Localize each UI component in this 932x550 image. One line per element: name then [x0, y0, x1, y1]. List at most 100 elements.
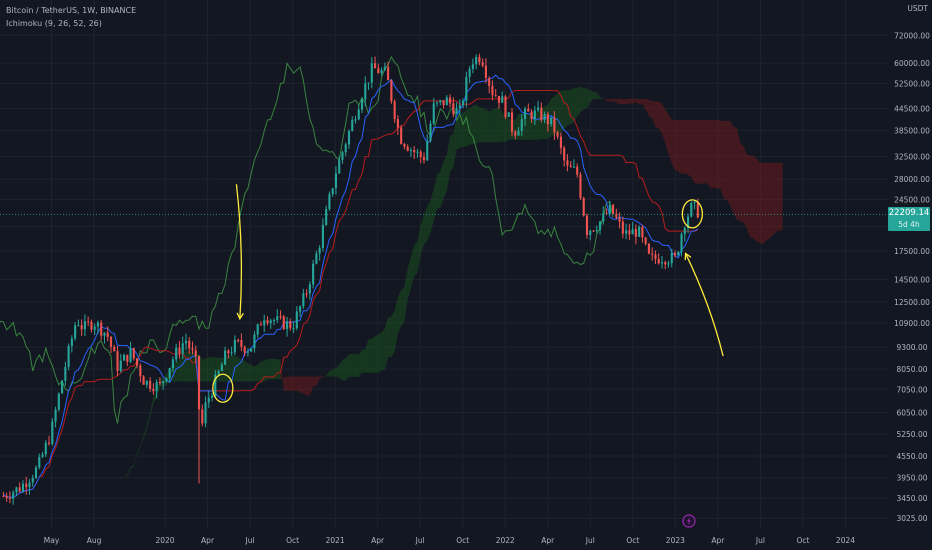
candle: [432, 98, 435, 126]
candle: [113, 344, 116, 352]
price-tick-label: 44500.00: [894, 105, 930, 114]
price-tick-label: 4550.00: [896, 452, 927, 461]
candle-body: [455, 107, 458, 114]
candle: [64, 361, 67, 386]
candle-body: [31, 477, 34, 483]
annotations: [212, 184, 724, 403]
candle-body: [390, 80, 393, 102]
cloud-segment: [707, 119, 711, 189]
candle-body: [220, 364, 223, 372]
up-arrow-head: [684, 252, 692, 261]
candle: [256, 323, 259, 338]
cloud-segment: [417, 225, 421, 274]
candle-body: [673, 252, 677, 256]
price-tick-label: 10900.00: [894, 319, 930, 328]
cloud-segment: [228, 354, 232, 382]
cloud-segment: [691, 119, 695, 183]
candle-body: [670, 252, 673, 264]
lagging-span-line: [0, 55, 614, 424]
ichimoku-cloud: [88, 86, 783, 498]
candle: [334, 166, 338, 195]
cloud-segment: [410, 245, 415, 289]
candle-body: [90, 321, 93, 330]
candle-body: [214, 375, 217, 396]
cloud-segment: [658, 101, 662, 134]
candle: [403, 142, 406, 150]
candle-body: [15, 487, 18, 493]
candle-body: [227, 350, 230, 354]
candle-body: [638, 226, 641, 237]
candle-body: [360, 99, 364, 110]
candle: [504, 94, 507, 120]
candle: [318, 245, 321, 261]
candle: [638, 224, 641, 238]
candle-body: [126, 354, 129, 362]
candle-body: [259, 324, 263, 326]
bar-countdown: 5d 4h: [898, 220, 920, 230]
candle: [295, 306, 298, 331]
candle-body: [370, 63, 373, 83]
candle: [445, 95, 448, 106]
candle: [621, 216, 624, 239]
candle-body: [507, 112, 510, 117]
candle: [96, 320, 100, 335]
cloud-segment: [776, 162, 780, 232]
cloud-segment: [375, 334, 379, 373]
cloud-segment: [746, 153, 750, 237]
cloud-segment: [463, 109, 467, 148]
candle-body: [491, 85, 494, 96]
candle-body: [510, 112, 514, 132]
cloud-segment: [348, 354, 353, 377]
candle-body: [237, 339, 240, 341]
candle: [233, 335, 236, 356]
symbol-title[interactable]: Bitcoin / TetherUS, 1W, BINANCE: [6, 6, 137, 15]
candle: [435, 101, 439, 107]
candle-body: [465, 76, 468, 101]
candle: [559, 132, 562, 155]
candle: [70, 335, 73, 353]
candle: [670, 248, 673, 268]
candle-body: [292, 328, 295, 330]
candle: [576, 163, 579, 178]
cloud-segment: [603, 98, 607, 101]
candle: [41, 451, 44, 459]
candle: [34, 465, 38, 480]
cloud-segment: [479, 107, 483, 143]
candle-body: [308, 284, 311, 294]
cloud-segment: [766, 162, 770, 241]
candle: [618, 212, 621, 229]
candle: [537, 100, 540, 113]
candle: [530, 109, 533, 123]
cloud-segment: [600, 97, 604, 99]
price-tick-label: 28000.00: [894, 175, 930, 184]
candle-body: [374, 63, 377, 69]
candle-body: [387, 67, 390, 81]
candle-body: [263, 320, 266, 326]
candle: [289, 318, 292, 331]
candle: [276, 309, 279, 323]
candle: [367, 82, 370, 91]
candle-body: [103, 332, 106, 336]
candle: [272, 318, 276, 326]
candle-body: [621, 221, 624, 234]
cloud-segment: [137, 446, 141, 456]
candle-body: [644, 237, 647, 244]
candle-body: [517, 130, 520, 136]
candle-body: [168, 368, 171, 379]
time-tick-label: Oct: [626, 536, 639, 545]
candle: [240, 333, 243, 352]
candle: [540, 102, 543, 123]
candle-body: [657, 258, 660, 264]
candle: [2, 491, 5, 498]
candle-body: [419, 151, 422, 158]
candle: [628, 223, 631, 240]
candle: [31, 474, 34, 487]
indicator-label[interactable]: Ichimoku (9, 26, 52, 26): [6, 19, 102, 28]
candle-body: [364, 83, 367, 100]
cloud-segment: [720, 120, 724, 199]
candle-body: [530, 111, 533, 119]
candle-body: [197, 355, 201, 410]
candle: [129, 341, 132, 363]
